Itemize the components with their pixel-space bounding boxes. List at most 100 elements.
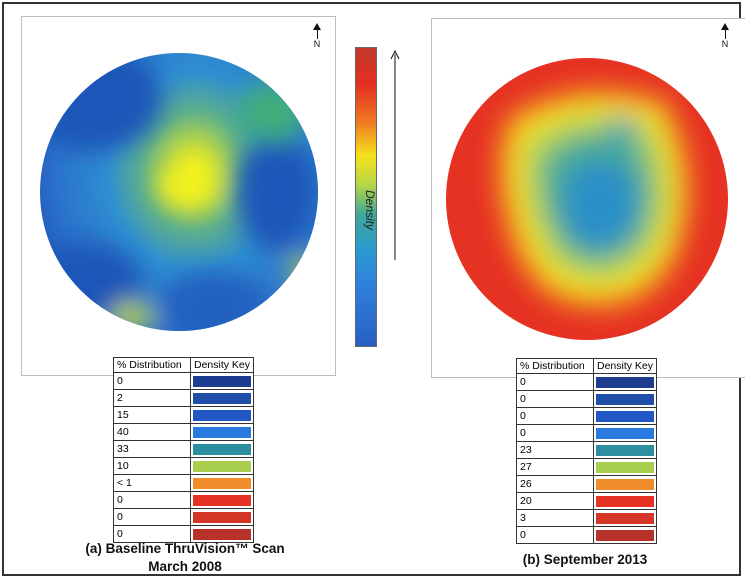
table-b-density-swatch-cell [592,526,658,544]
density-swatch [193,392,251,404]
north-label-a: N [313,39,321,49]
table-row: 33 [113,440,255,458]
density-swatch [596,393,654,405]
density-swatch [596,410,654,422]
table-b-distribution-value: 20 [516,492,594,510]
table-a-density-swatch-cell [189,389,255,407]
table-a-distribution-value: 33 [113,440,191,458]
table-row: 40 [113,423,255,441]
table-row: < 1 [113,474,255,492]
table-row: 0 [516,373,658,391]
density-swatch [596,512,654,524]
table-row: 0 [113,491,255,509]
table-a-distribution-value: 0 [113,508,191,526]
north-arrow-icon [313,23,321,30]
density-swatch [193,460,251,472]
table-a-distribution-value: 2 [113,389,191,407]
density-swatch [193,409,251,421]
table-a-density-swatch-cell [189,525,255,543]
density-swatch [193,443,251,455]
table-a-distribution-value: 0 [113,491,191,509]
table-row: 2 [113,389,255,407]
table-b-density-swatch-cell [592,509,658,527]
table-row: 0 [113,508,255,526]
density-color-scale [355,47,377,347]
density-swatch [596,376,654,388]
table-b-density-swatch-cell [592,424,658,442]
table-b-distribution-value: 0 [516,390,594,408]
table-b-distribution-value: 0 [516,407,594,425]
table-a-density-swatch-cell [189,491,255,509]
table-row: 26 [516,475,658,493]
density-swatch [193,477,251,489]
table-a-density-swatch-cell [189,457,255,475]
table-row: 27 [516,458,658,476]
table-row: 0 [113,525,255,543]
table-a-density-swatch-cell [189,474,255,492]
north-label-b: N [721,39,729,49]
density-swatch [596,495,654,507]
table-row: 0 [516,526,658,544]
density-table-a: % Distribution Density Key 0 2 15 40 33 10 < 1… [113,357,255,543]
table-row: 23 [516,441,658,459]
density-swatch [193,528,251,540]
density-table-b: % Distribution Density Key 0 0 0 0 23 27 26 20 3… [516,358,658,544]
caption-a-line2: March 2008 [148,559,222,574]
heatmap-b [446,58,728,340]
table-b-distribution-value: 0 [516,373,594,391]
table-a-distribution-value: < 1 [113,474,191,492]
table-a-density-swatch-cell [189,440,255,458]
caption-a-line1: (a) Baseline ThruVision™ Scan [85,541,285,556]
table-row: 0 [113,372,255,390]
table-b-density-swatch-cell [592,390,658,408]
density-swatch [193,511,251,523]
table-row: 20 [516,492,658,510]
caption-a: (a) Baseline ThruVision™ Scan March 2008 [55,540,315,576]
north-indicator-b: N [719,23,731,49]
table-a-density-swatch-cell [189,508,255,526]
table-b-density-swatch-cell [592,475,658,493]
table-a-distribution-value: 10 [113,457,191,475]
table-b-header-key: Density Key [592,358,658,374]
table-a-header-distribution: % Distribution [113,357,191,373]
table-b-header-distribution: % Distribution [516,358,594,374]
table-b-body: 0 0 0 0 23 27 26 20 3 0 [516,373,658,544]
density-swatch [193,426,251,438]
table-a-distribution-value: 15 [113,406,191,424]
table-a-distribution-value: 40 [113,423,191,441]
table-b-distribution-value: 3 [516,509,594,527]
density-swatch [193,494,251,506]
north-indicator-a: N [311,23,323,49]
density-swatch [596,461,654,473]
table-b-distribution-value: 27 [516,458,594,476]
density-swatch [596,427,654,439]
table-b-density-swatch-cell [592,458,658,476]
density-swatch [596,444,654,456]
heatmap-a [40,53,318,331]
density-swatch [596,478,654,490]
north-arrow-icon [721,23,729,30]
table-b-distribution-value: 0 [516,526,594,544]
density-scale-label: Density [363,190,377,231]
table-b-density-swatch-cell [592,407,658,425]
panel-a: N [21,16,336,376]
table-b-distribution-value: 26 [516,475,594,493]
table-row: 0 [516,407,658,425]
table-row: 0 [516,424,658,442]
table-row: 10 [113,457,255,475]
table-b-distribution-value: 0 [516,424,594,442]
table-b-density-swatch-cell [592,373,658,391]
table-row: 15 [113,406,255,424]
table-row: 0 [516,390,658,408]
caption-b: (b) September 2013 [522,552,648,567]
density-swatch [596,529,654,541]
table-a-density-swatch-cell [189,423,255,441]
table-row: 3 [516,509,658,527]
table-b-density-swatch-cell [592,441,658,459]
table-b-density-swatch-cell [592,492,658,510]
table-a-density-swatch-cell [189,372,255,390]
table-a-density-swatch-cell [189,406,255,424]
panel-b: N [431,18,745,378]
table-a-distribution-value: 0 [113,372,191,390]
